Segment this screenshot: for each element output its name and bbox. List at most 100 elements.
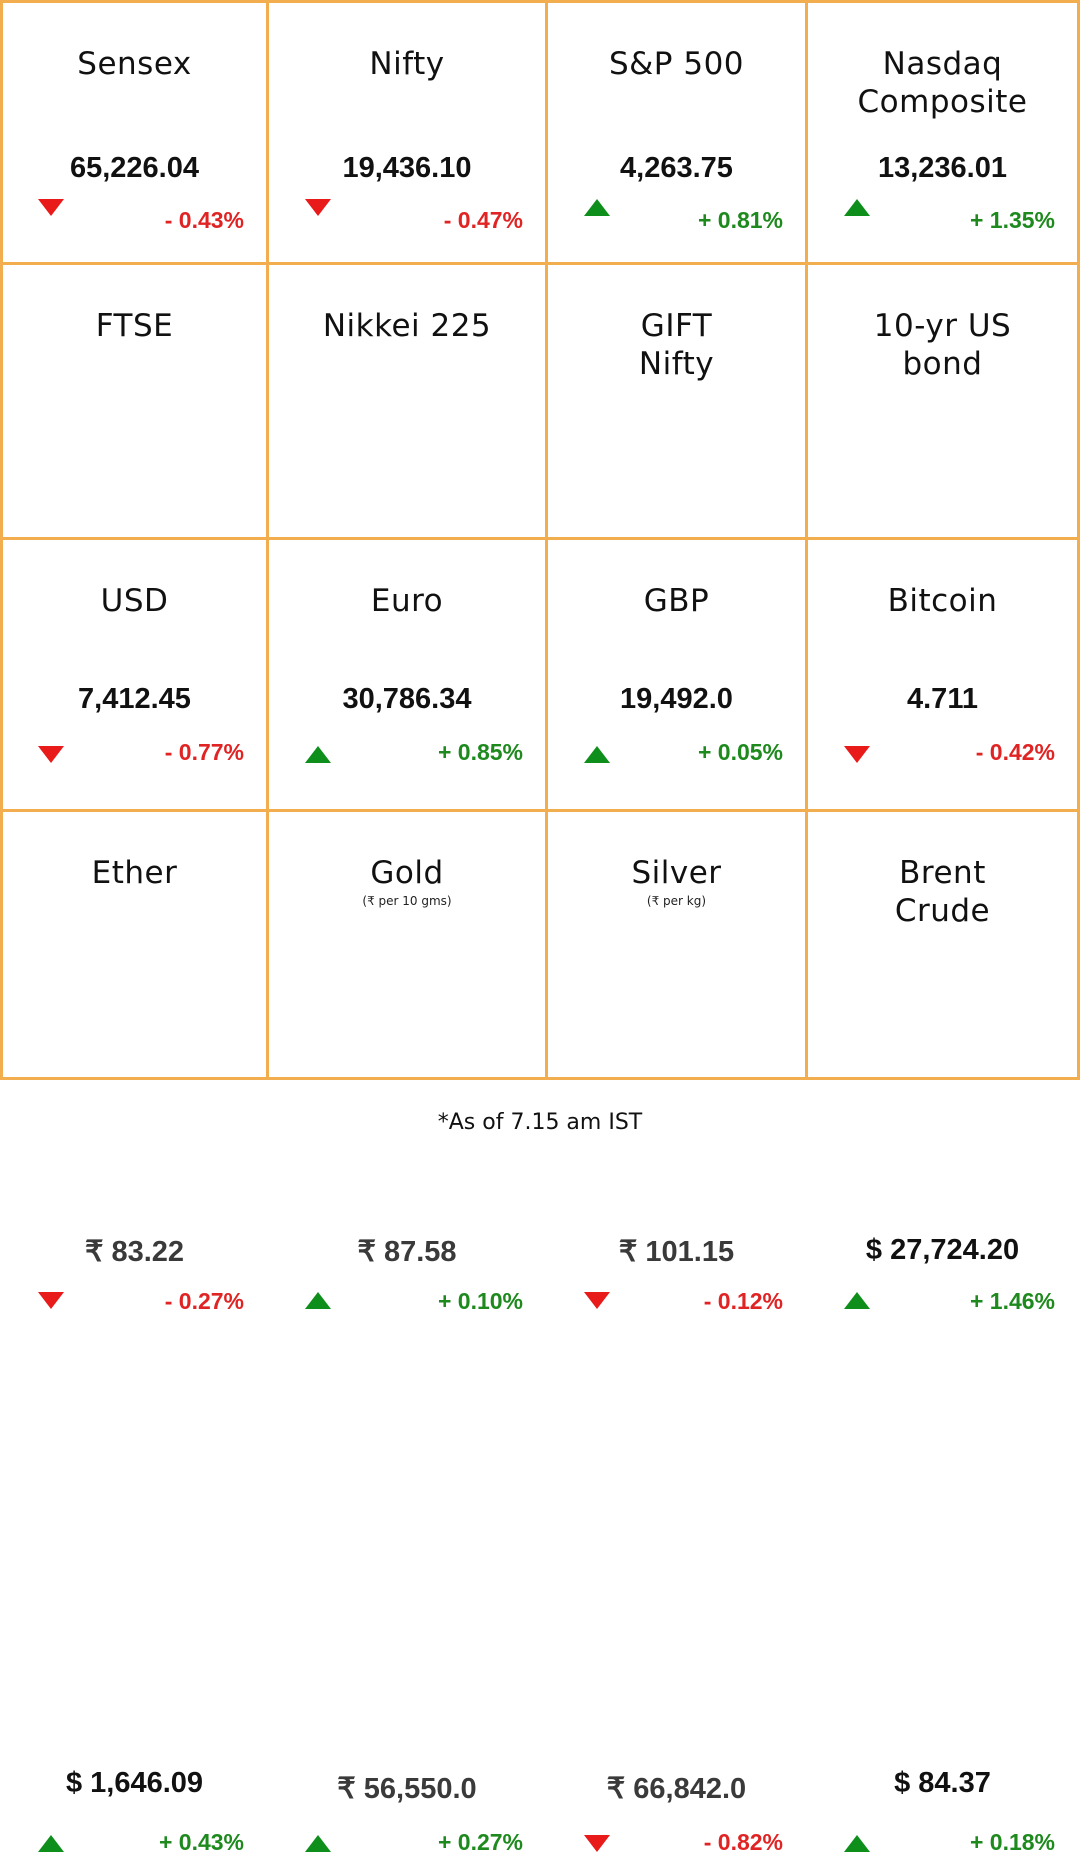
ticker-value: 13,236.01 (877, 152, 1007, 184)
ticker-value: 65,226.04 (69, 152, 199, 184)
ticker-title-line: Brent (899, 855, 986, 891)
ticker-card-usd: USD ₹ 83.22 - 0.27% (3, 537, 266, 1314)
ticker-title-line: 10-yr US (873, 308, 1012, 344)
ticker-change-percent: - 0.27% (164, 1288, 244, 1314)
grid-divider-vertical (0, 0, 3, 1080)
ticker-card-bitcoin: Bitcoin $ 27,724.20 + 1.46% (808, 537, 1077, 1314)
ticker-value: 4,263.75 (620, 152, 733, 184)
ticker-title-line: Composite (857, 84, 1028, 120)
ticker-card-us-bond: 10-yr US bond 4.711 - 0.42% (808, 262, 1077, 765)
footnote: *As of 7.15 am IST (437, 1110, 643, 1135)
ticker-card-brent-crude: Brent Crude $ 84.37 + 0.18% (808, 809, 1077, 1855)
ticker-card-nikkei: Nikkei 225 30,786.34 + 0.85% (269, 262, 545, 765)
ticker-title-line: Sensex (77, 46, 192, 82)
ticker-title-line: GIFT (640, 308, 713, 344)
ticker-title: GBP (548, 582, 805, 620)
ticker-value: 19,436.10 (342, 152, 472, 184)
ticker-value: $ 1,646.09 (65, 1767, 204, 1799)
ticker-value: ₹ 56,550.0 (337, 1773, 477, 1805)
ticker-change-percent: - 0.42% (975, 739, 1055, 765)
arrow-up-icon (305, 746, 331, 763)
arrow-up-icon (844, 199, 870, 216)
ticker-title: Nikkei 225 (269, 307, 545, 345)
arrow-up-icon (584, 199, 610, 216)
ticker-change-percent: + 0.81% (697, 207, 783, 233)
ticker-title-line: Nifty (369, 46, 445, 82)
grid-divider-horizontal (0, 1077, 1080, 1080)
arrow-down-icon (38, 746, 64, 763)
ticker-title-line: Gold (370, 855, 444, 891)
ticker-title-line: Euro (370, 583, 444, 619)
arrow-up-icon (305, 1292, 331, 1309)
ticker-title: Silver (548, 854, 805, 892)
grid-divider-horizontal (0, 809, 1080, 812)
arrow-up-icon (38, 1835, 64, 1852)
grid-divider-vertical (545, 0, 548, 1080)
ticker-title: 10-yr US bond (808, 307, 1077, 383)
ticker-value: ₹ 83.22 (84, 1236, 185, 1268)
ticker-card-sensex: Sensex 65,226.04 - 0.43% (3, 0, 266, 262)
ticker-card-gift-nifty: GIFT Nifty 19,492.0 + 0.05% (548, 262, 805, 765)
ticker-title-line: USD (100, 583, 169, 619)
ticker-card-ftse: FTSE 7,412.45 - 0.77% (3, 262, 266, 765)
ticker-title: GIFT Nifty (548, 307, 805, 383)
ticker-title-line: FTSE (95, 308, 174, 344)
ticker-unit-note: (₹ per 10 gms) (362, 894, 452, 908)
ticker-change-percent: - 0.12% (703, 1288, 783, 1314)
arrow-down-icon (844, 746, 870, 763)
ticker-change-percent: + 1.46% (969, 1288, 1055, 1314)
grid-divider-vertical (1077, 0, 1080, 1080)
ticker-title-line: Ether (91, 855, 178, 891)
ticker-change-percent: + 0.43% (158, 1829, 244, 1855)
ticker-change-percent: + 0.27% (437, 1829, 523, 1855)
arrow-up-icon (844, 1292, 870, 1309)
arrow-down-icon (38, 1292, 64, 1309)
grid-divider-horizontal (0, 262, 1080, 265)
ticker-change-percent: - 0.43% (164, 207, 244, 233)
ticker-card-ether: Ether $ 1,646.09 + 0.43% (3, 809, 266, 1855)
ticker-card-gold: Gold (₹ per 10 gms) ₹ 56,550.0 + 0.27% (269, 809, 545, 1855)
ticker-title-line: Nasdaq (882, 46, 1003, 82)
ticker-value: 30,786.34 (342, 683, 472, 715)
ticker-value: ₹ 87.58 (357, 1236, 457, 1268)
ticker-title: Ether (3, 854, 266, 892)
ticker-card-nasdaq: Nasdaq Composite 13,236.01 + 1.35% (808, 0, 1077, 262)
ticker-title-line: Silver (631, 855, 722, 891)
ticker-title: USD (3, 582, 266, 620)
ticker-title: Sensex (3, 45, 266, 83)
ticker-title: Nifty (269, 45, 545, 83)
ticker-title-line: Nikkei 225 (322, 308, 492, 344)
grid-divider-horizontal (0, 537, 1080, 540)
arrow-down-icon (584, 1292, 610, 1309)
ticker-title: FTSE (3, 307, 266, 345)
ticker-value: 19,492.0 (620, 683, 733, 715)
arrow-up-icon (844, 1835, 870, 1852)
ticker-value: $ 84.37 (894, 1767, 991, 1799)
ticker-value: $ 27,724.20 (865, 1234, 1020, 1266)
ticker-change-percent: - 0.47% (443, 207, 523, 233)
arrow-down-icon (584, 1835, 610, 1852)
ticker-value: 7,412.45 (78, 683, 191, 715)
ticker-change-percent: + 1.35% (969, 207, 1055, 233)
ticker-title: Euro (269, 582, 545, 620)
ticker-title-line: S&P 500 (608, 46, 745, 82)
arrow-up-icon (584, 746, 610, 763)
ticker-change-percent: + 0.10% (437, 1288, 523, 1314)
arrow-down-icon (305, 199, 331, 216)
ticker-title: Bitcoin (808, 582, 1077, 620)
ticker-change-percent: + 0.18% (969, 1829, 1055, 1855)
ticker-card-sp500: S&P 500 4,263.75 + 0.81% (548, 0, 805, 262)
ticker-title-line: GBP (643, 583, 710, 619)
ticker-title-line: bond (902, 346, 983, 382)
ticker-card-nifty: Nifty 19,436.10 - 0.47% (269, 0, 545, 262)
ticker-title-line: Crude (894, 893, 991, 929)
ticker-card-gbp: GBP ₹ 101.15 - 0.12% (548, 537, 805, 1314)
ticker-title: Nasdaq Composite (808, 45, 1077, 121)
grid-divider-horizontal (0, 0, 1080, 3)
ticker-title-line: Nifty (638, 346, 715, 382)
ticker-value: ₹ 101.15 (618, 1236, 735, 1268)
ticker-change-percent: + 0.05% (697, 739, 783, 765)
ticker-change-percent: + 0.85% (437, 739, 523, 765)
ticker-title: Brent Crude (808, 854, 1077, 930)
ticker-value: 4.711 (907, 683, 978, 715)
